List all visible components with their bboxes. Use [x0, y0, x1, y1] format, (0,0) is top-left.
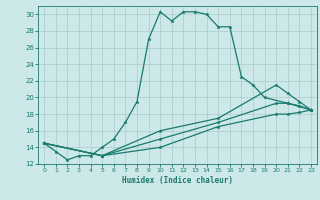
- X-axis label: Humidex (Indice chaleur): Humidex (Indice chaleur): [122, 176, 233, 185]
